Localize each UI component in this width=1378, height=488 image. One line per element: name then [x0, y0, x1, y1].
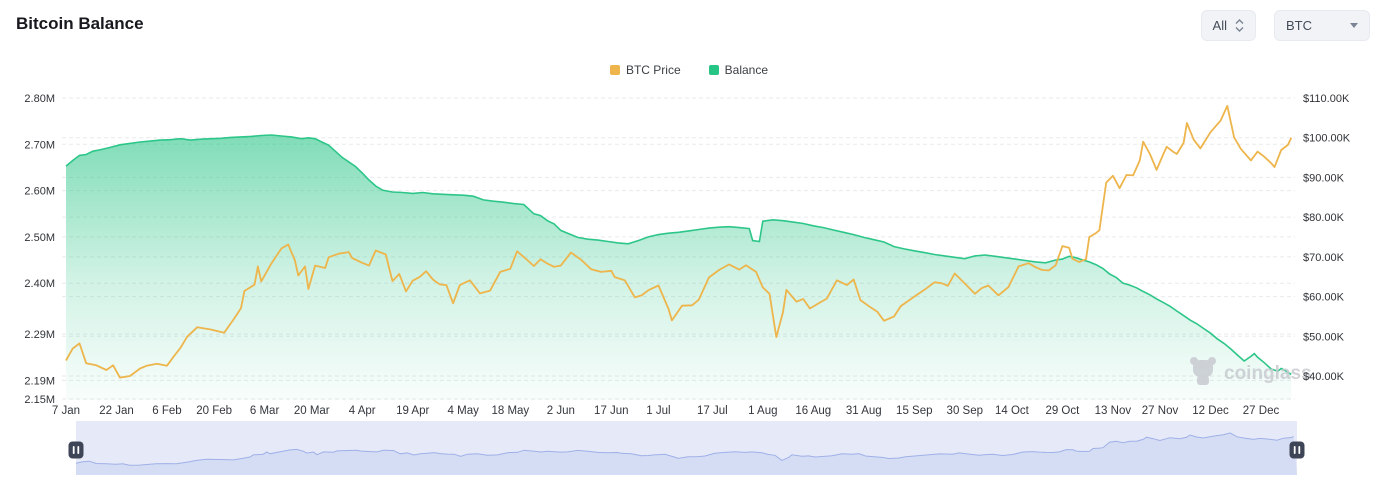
- x-axis-label: 1 Jul: [646, 405, 670, 417]
- left-axis-label: 2.50M: [24, 232, 55, 244]
- left-axis-labels: 2.80M 2.70M 2.60M 2.50M 2.40M 2.29M 2.19M 2.15M: [24, 93, 55, 406]
- x-axis-label: 4 Apr: [349, 405, 376, 417]
- chart-legend: BTC Price Balance: [0, 63, 1378, 77]
- bull-body: [1197, 376, 1209, 385]
- btc-price-line-series: [65, 105, 1293, 379]
- navigator-mini-line: [75, 432, 1294, 466]
- x-axis-label: 20 Mar: [294, 405, 330, 417]
- x-axis-labels: 7 Jan 22 Jan 6 Feb 20 Feb 6 Mar 20 Mar 4 Apr 19…: [52, 405, 1280, 417]
- x-axis-label: 20 Feb: [196, 405, 232, 417]
- x-axis-label: 27 Dec: [1243, 405, 1280, 417]
- x-axis-label: 13 Nov: [1095, 405, 1132, 417]
- navigator-mini-area: [76, 432, 1297, 475]
- handle-bar: [1293, 446, 1296, 454]
- x-axis-label: 31 Aug: [846, 405, 882, 417]
- right-axis-label: $100.00K: [1303, 133, 1351, 145]
- x-axis-label: 17 Jul: [697, 405, 728, 417]
- coin-value: BTC: [1286, 18, 1312, 33]
- balance-swatch: [708, 65, 719, 75]
- left-axis-label: 2.80M: [24, 93, 55, 105]
- time-range-select[interactable]: All: [1200, 10, 1256, 41]
- x-axis-label: 17 Jun: [594, 405, 629, 417]
- left-axis-label: 2.60M: [24, 186, 55, 198]
- x-axis-label: 22 Jan: [99, 405, 134, 417]
- x-axis-label: 15 Sep: [896, 405, 932, 417]
- x-axis-label: 16 Aug: [795, 405, 831, 417]
- handle-grip[interactable]: [1289, 441, 1305, 459]
- legend-item-balance[interactable]: Balance: [708, 63, 769, 77]
- bull-head: [1193, 360, 1213, 377]
- right-axis-label: $70.00K: [1303, 252, 1345, 264]
- x-axis-label: 18 May: [491, 405, 529, 417]
- balance-area-series: [66, 135, 1292, 400]
- right-axis-labels: $110.00K $100.00K $90.00K $80.00K $70.00K $60…: [1303, 93, 1351, 383]
- handle-grip[interactable]: [68, 441, 84, 459]
- balance-line-series: [65, 134, 1292, 376]
- x-axis-label: 7 Jan: [52, 405, 80, 417]
- x-axis-label: 4 May: [448, 405, 480, 417]
- coin-select[interactable]: BTC: [1274, 10, 1370, 41]
- right-axis-label: $60.00K: [1303, 292, 1345, 304]
- x-axis-label: 2 Jun: [547, 405, 575, 417]
- right-axis-label: $110.00K: [1303, 93, 1350, 105]
- x-axis-label: 29 Oct: [1045, 405, 1080, 417]
- coinglass-watermark: coinglass: [1190, 357, 1312, 385]
- left-axis-label: 2.29M: [24, 329, 55, 341]
- left-axis-label: 2.70M: [24, 139, 55, 151]
- time-range-value: All: [1212, 18, 1227, 33]
- page-title: Bitcoin Balance: [16, 14, 144, 33]
- x-axis-label: 14 Oct: [995, 405, 1030, 417]
- handle-bar: [77, 446, 80, 454]
- left-axis-label: 2.40M: [24, 278, 55, 290]
- x-axis-label: 6 Feb: [152, 405, 181, 417]
- right-axis-label: $40.00K: [1303, 371, 1345, 383]
- legend-item-btc-price[interactable]: BTC Price: [609, 63, 681, 77]
- right-axis-label: $80.00K: [1303, 212, 1345, 224]
- legend-label-btc-price: BTC Price: [625, 63, 681, 77]
- navigator-right-handle[interactable]: [1289, 441, 1305, 459]
- left-axis-label: 2.15M: [24, 394, 55, 406]
- chevron-up-down-icon: [1235, 19, 1244, 32]
- right-axis-label: $50.00K: [1303, 331, 1345, 343]
- x-axis-label: 30 Sep: [947, 405, 983, 417]
- navigator[interactable]: [68, 421, 1305, 475]
- legend-label-balance: Balance: [724, 63, 769, 77]
- handle-bar: [72, 446, 75, 454]
- x-axis-label: 1 Aug: [748, 405, 777, 417]
- caret-down-icon: [1350, 23, 1358, 28]
- x-axis-label: 6 Mar: [250, 405, 280, 417]
- handle-bar: [1298, 446, 1301, 454]
- left-axis-label: 2.19M: [24, 375, 55, 387]
- right-axis-label: $90.00K: [1303, 172, 1345, 184]
- x-axis-label: 27 Nov: [1142, 405, 1179, 417]
- x-axis-label: 19 Apr: [396, 405, 429, 417]
- chart-controls: All BTC: [1200, 10, 1370, 41]
- watermark-text: coinglass: [1224, 363, 1312, 384]
- x-axis-label: 12 Dec: [1192, 405, 1229, 417]
- navigator-left-handle[interactable]: [68, 441, 84, 459]
- btc-price-swatch: [609, 65, 620, 75]
